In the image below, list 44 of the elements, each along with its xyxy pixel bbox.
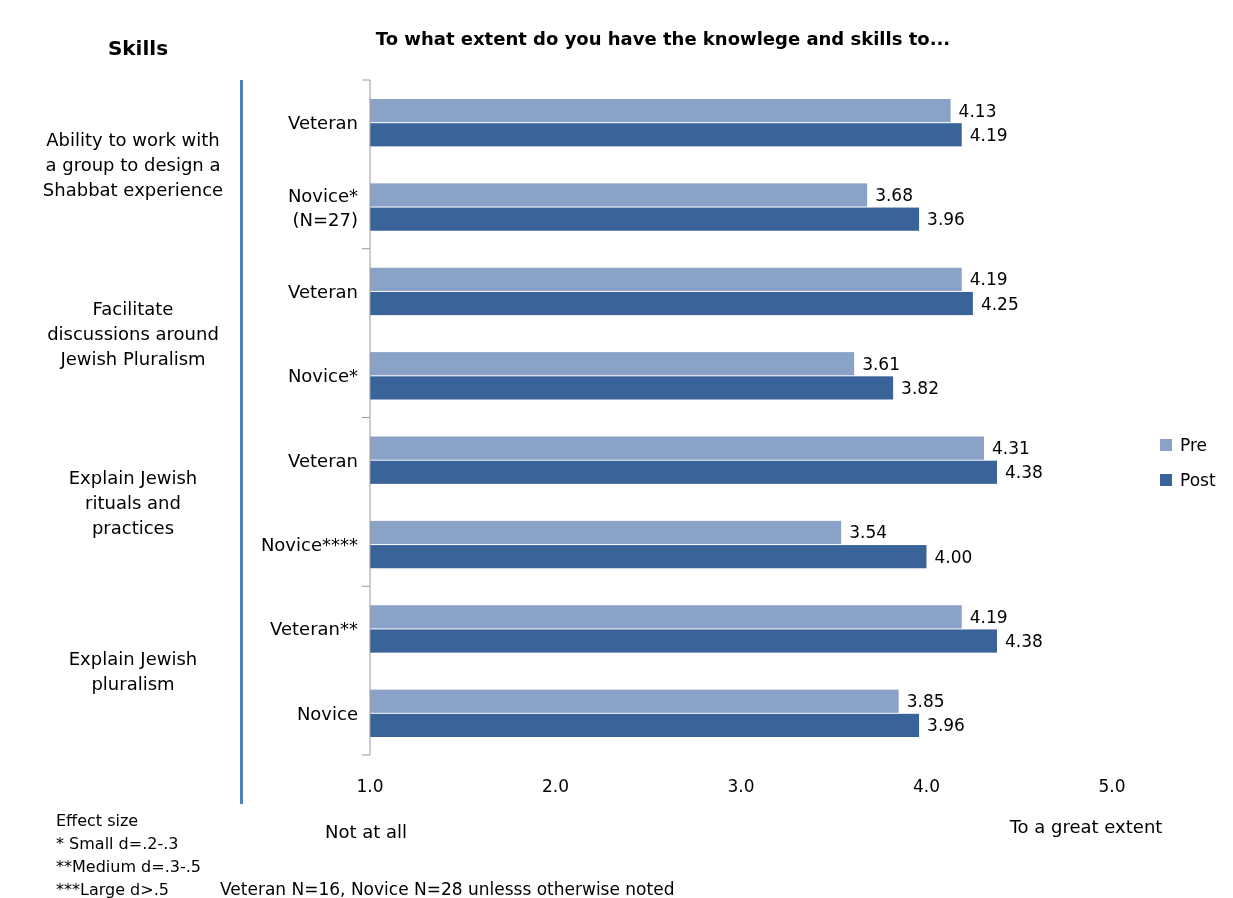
text: ***Large d>.5 (56, 879, 169, 898)
legend-label: Pre (1180, 435, 1208, 455)
text: Ability to work with a group to design a Shabbat experience (42, 128, 224, 200)
data-label: 4.31 (992, 438, 1030, 459)
text: Effect size (56, 810, 139, 830)
y-tick-label: Veteran (288, 111, 358, 133)
y-tick-label: Novice**** (260, 533, 358, 555)
text: Veteran N=16, Novice N=28 unlesss otherwise noted (220, 879, 675, 898)
data-label: 4.38 (1004, 462, 1043, 483)
text: **Medium d=.3-.5 (56, 856, 201, 876)
text: Explain Jewish rituals and practices (68, 466, 198, 538)
text: To a great extent (1008, 815, 1163, 837)
x-tick-label: 4.0 (912, 776, 941, 796)
x-tick-label: 2.0 (541, 776, 570, 796)
y-tick-label: Novice* (N=27) (287, 184, 358, 230)
x-tick-label: 1.0 (356, 776, 384, 796)
y-tick-label: Novice (296, 702, 358, 724)
text: Explain Jewish pluralism (68, 647, 198, 694)
data-label: 4.19 (969, 124, 1008, 145)
data-label: 4.00 (934, 546, 973, 567)
data-label: 3.96 (927, 715, 965, 736)
y-tick-label: Veteran (288, 449, 358, 471)
text: Not at all (324, 820, 408, 842)
data-label: 3.85 (906, 691, 945, 712)
x-tick-label: 3.0 (727, 776, 755, 796)
chart-title: To what extent do you have the knowlege and skills to... (375, 28, 951, 49)
text: Facilitate discussions around Jewish Pluralism (47, 297, 219, 369)
x-tick-label: 5.0 (1098, 776, 1126, 796)
data-label: 3.68 (875, 184, 913, 205)
data-label: 3.54 (849, 522, 888, 543)
data-label: 4.13 (958, 100, 997, 121)
y-tick-label: Veteran** (270, 617, 358, 639)
legend-label: Post (1180, 470, 1216, 490)
text: * Small d=.2-.3 (56, 833, 179, 853)
data-label: 3.61 (862, 353, 901, 374)
text: Skills (107, 36, 169, 60)
data-label: 3.96 (927, 209, 965, 230)
data-label: 4.25 (980, 293, 1019, 314)
data-label: 4.19 (969, 269, 1008, 290)
data-label: 4.19 (969, 606, 1008, 627)
data-label: 3.82 (901, 377, 939, 398)
y-tick-label: Novice* (287, 364, 358, 386)
data-label: 4.38 (1004, 631, 1043, 652)
y-tick-label: Veteran (288, 280, 358, 302)
